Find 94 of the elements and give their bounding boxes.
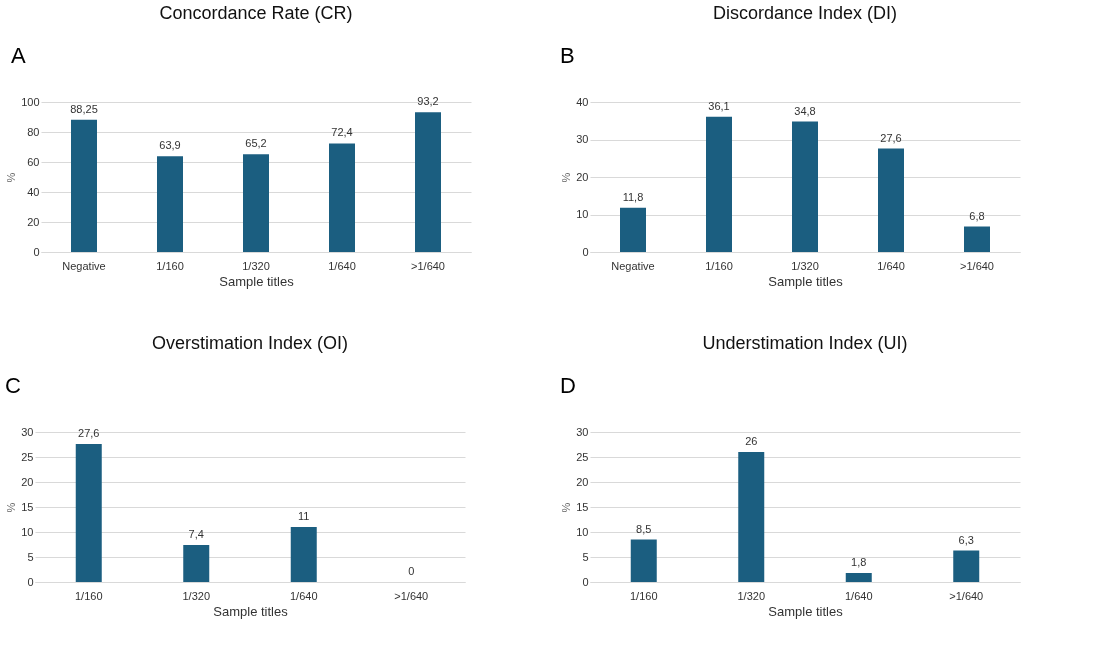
y-tick-label: 60 bbox=[27, 155, 40, 168]
y-axis-title: % bbox=[5, 502, 18, 513]
bar bbox=[157, 156, 183, 252]
y-tick-label: 20 bbox=[27, 215, 40, 228]
y-tick-label: 20 bbox=[21, 475, 34, 488]
bar bbox=[878, 148, 904, 252]
y-tick-label: 0 bbox=[27, 575, 34, 588]
bar bbox=[953, 550, 980, 582]
y-tick-label: 15 bbox=[21, 500, 34, 513]
bar bbox=[845, 573, 872, 582]
x-tick-label: 1/320 bbox=[182, 589, 211, 602]
data-label: 36,1 bbox=[708, 99, 730, 112]
x-tick-label: >1/640 bbox=[394, 589, 429, 602]
x-tick-label: 1/160 bbox=[705, 259, 733, 272]
text: A bbox=[11, 43, 26, 68]
y-tick-label: 20 bbox=[576, 475, 589, 488]
bar bbox=[75, 444, 102, 582]
x-tick-label: 1/160 bbox=[629, 589, 658, 602]
data-label: 88,25 bbox=[70, 102, 98, 115]
y-tick-label: 5 bbox=[582, 550, 589, 563]
chart-title: Discordance Index (DI) bbox=[712, 3, 898, 23]
data-label: 26 bbox=[745, 435, 758, 447]
y-tick-label: 10 bbox=[576, 525, 589, 538]
x-tick-label: >1/640 bbox=[960, 259, 994, 272]
y-tick-label: 0 bbox=[582, 245, 589, 258]
y-tick-label: 0 bbox=[33, 245, 40, 258]
chart-title: Understimation Index (UI) bbox=[702, 333, 908, 353]
x-tick-label: Negative bbox=[611, 259, 655, 272]
y-axis-title: % bbox=[560, 172, 573, 183]
bar bbox=[71, 119, 97, 252]
x-tick-label: 1/320 bbox=[791, 259, 819, 272]
bar bbox=[183, 545, 210, 582]
bar bbox=[290, 527, 317, 582]
x-tick-label: >1/640 bbox=[949, 589, 984, 602]
y-tick-label: 5 bbox=[27, 550, 34, 563]
y-tick-label: 25 bbox=[21, 450, 34, 463]
x-tick-label: 1/320 bbox=[242, 259, 270, 272]
x-axis-title: Sample titles bbox=[768, 603, 844, 619]
x-axis-title: Sample titles bbox=[213, 603, 289, 619]
x-tick-label: 1/160 bbox=[156, 259, 184, 272]
y-tick-label: 0 bbox=[582, 575, 589, 588]
y-tick-label: 30 bbox=[576, 425, 589, 438]
chart-title: Concordance Rate (CR) bbox=[159, 3, 353, 23]
y-tick-label: 30 bbox=[576, 133, 589, 145]
bar bbox=[738, 452, 765, 582]
y-tick-label: 80 bbox=[27, 125, 40, 138]
data-label: 11,8 bbox=[622, 190, 644, 203]
bar bbox=[243, 154, 269, 252]
bar bbox=[329, 143, 355, 252]
data-label: 0 bbox=[408, 565, 415, 577]
text: D bbox=[560, 373, 576, 398]
y-tick-label: 40 bbox=[576, 95, 589, 108]
data-label: 72,4 bbox=[331, 126, 353, 139]
data-label: 1,8 bbox=[851, 556, 867, 568]
y-axis-title: % bbox=[560, 502, 573, 513]
bar bbox=[620, 207, 646, 252]
data-label: 11 bbox=[298, 510, 310, 522]
text: C bbox=[5, 373, 21, 398]
y-tick-label: 25 bbox=[576, 450, 589, 463]
data-label: 6,3 bbox=[958, 533, 974, 546]
data-label: 65,2 bbox=[245, 137, 267, 150]
text: B bbox=[560, 43, 575, 68]
x-tick-label: 1/640 bbox=[289, 589, 318, 602]
x-tick-label: 1/640 bbox=[877, 259, 905, 272]
bar bbox=[792, 121, 818, 252]
x-axis-title: Sample titles bbox=[768, 273, 844, 289]
data-label: 8,5 bbox=[636, 522, 652, 535]
data-label: 27,6 bbox=[880, 131, 902, 144]
data-label: 6,8 bbox=[969, 209, 985, 222]
x-axis-title: Sample titles bbox=[219, 273, 295, 289]
x-tick-label: Negative bbox=[62, 259, 106, 272]
x-tick-label: >1/640 bbox=[411, 259, 445, 272]
chart-title: Overstimation Index (OI) bbox=[151, 333, 349, 353]
bar bbox=[630, 539, 657, 582]
y-tick-label: 40 bbox=[27, 185, 40, 198]
y-axis-title: % bbox=[5, 172, 18, 183]
y-tick-label: 20 bbox=[576, 170, 589, 183]
y-tick-label: 30 bbox=[21, 425, 34, 438]
x-tick-label: 1/640 bbox=[328, 259, 356, 272]
data-label: 7,4 bbox=[188, 528, 204, 540]
data-label: 27,6 bbox=[78, 427, 100, 439]
bar bbox=[964, 226, 990, 252]
x-tick-label: 1/320 bbox=[737, 589, 766, 602]
bar bbox=[706, 116, 732, 252]
x-tick-label: 1/160 bbox=[74, 589, 103, 602]
data-label: 63,9 bbox=[159, 139, 181, 152]
y-tick-label: 10 bbox=[576, 208, 589, 220]
y-tick-label: 100 bbox=[21, 95, 40, 108]
y-tick-label: 10 bbox=[21, 525, 34, 538]
bar bbox=[415, 112, 441, 252]
data-label: 93,2 bbox=[417, 95, 439, 108]
y-tick-label: 15 bbox=[576, 500, 589, 513]
data-label: 34,8 bbox=[794, 104, 816, 117]
x-tick-label: 1/640 bbox=[844, 589, 873, 602]
